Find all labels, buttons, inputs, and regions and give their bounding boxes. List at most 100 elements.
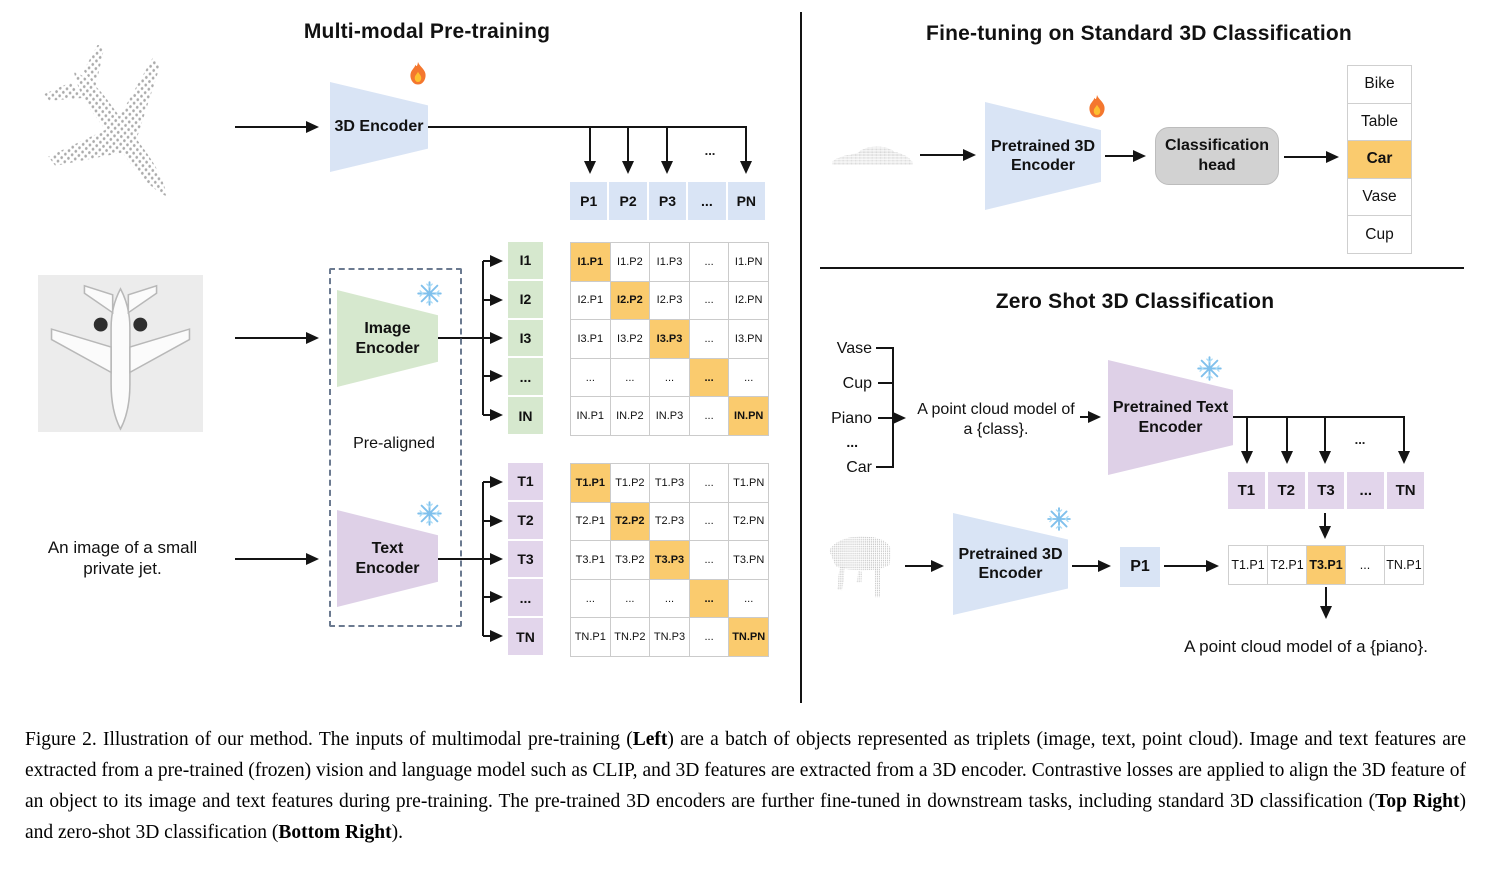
caption-bold-segment: Bottom Right [278, 822, 392, 843]
text-feature-cell: T3 [1307, 472, 1345, 509]
text-encoder-box: Text Encoder [337, 510, 438, 607]
image-feature-label: IN [508, 397, 543, 434]
point-feature-cell: ... [688, 182, 726, 220]
text-feature-cell: T1 [1228, 472, 1265, 509]
p-feature-row: P1 P2 P3... PN [570, 182, 765, 220]
matrix-cell: IN.P1 [571, 397, 610, 435]
image-point-similarity-matrix: I1.P1 I1.P2 I1.P3... I1.PN I2.P1 I2.P2 I2.P3..… [570, 242, 769, 436]
image-feature-label: I1 [508, 242, 543, 279]
matrix-cell: ... [571, 358, 610, 397]
matrix-cell: ... [610, 579, 650, 618]
text-feature-cell: ... [1347, 472, 1385, 509]
image-feature-label: I3 [508, 319, 543, 357]
image-feature-labels: I1 I2 I3... IN [508, 242, 543, 434]
fire-icon [1082, 93, 1112, 123]
caption-segment: ) and zero-shot 3D classification ( [25, 791, 1466, 843]
point-feature-cell: P2 [609, 182, 647, 220]
zeroshot-title: Zero Shot 3D Classification [995, 290, 1275, 313]
matrix-cell: I2.PN [729, 281, 768, 320]
point-feature-cell: P1 [570, 182, 608, 220]
text-feature-label: TN [508, 618, 543, 655]
matrix-cell: ... [729, 358, 768, 397]
matrix-cell: T1.P1 [571, 464, 610, 502]
matrix-cell: T1.P3 [650, 464, 689, 502]
p-row-ellipsis: ... [704, 143, 716, 158]
fire-icon [403, 60, 433, 90]
matrix-cell: ... [689, 320, 729, 358]
matrix-cell: T3.PN [729, 541, 768, 579]
zeroshot-class-label: Vase [836, 340, 872, 357]
caption-bold-segment: Left [632, 729, 668, 750]
matrix-cell: IN.PN [729, 397, 768, 435]
matrix-cell: ... [689, 579, 729, 618]
3d-encoder-label: 3D Encoder [334, 118, 424, 136]
matrix-cell: ... [689, 358, 729, 397]
matrix-cell: ... [689, 243, 729, 281]
matrix-cell: T2.P3 [650, 502, 689, 541]
similarity-cell: T3.P1 [1307, 546, 1345, 584]
pretraining-title: Multi-modal Pre-training [303, 20, 551, 43]
matrix-cell: I1.P1 [571, 243, 610, 281]
classification-head-box: Classification head [1155, 127, 1279, 185]
matrix-cell: ... [689, 464, 729, 502]
matrix-cell: I2.P2 [610, 281, 650, 320]
similarity-row: T1.P1 T2.P1 T3.P1... TN.P1 [1228, 545, 1424, 585]
matrix-cell: ... [689, 541, 729, 579]
zeroshot-class-label: ... [846, 434, 858, 450]
matrix-cell: ... [689, 502, 729, 541]
text-feature-cell: T2 [1267, 472, 1305, 509]
caption-bold-segment: Top Right [1375, 791, 1460, 812]
zeroshot-class-label: Car [846, 459, 872, 476]
matrix-cell: ... [571, 579, 610, 618]
text-feature-row: T1 T2 T3... TN [1228, 472, 1424, 509]
pre-aligned-label: Pre-aligned [353, 435, 435, 452]
connector-arrows [235, 12, 1464, 703]
car-point-cloud [832, 146, 913, 165]
text-feature-label: ... [508, 579, 543, 617]
similarity-cell: T1.P1 [1229, 546, 1267, 584]
figure-caption: Figure 2. Illustration of our method. Th… [25, 724, 1466, 848]
matrix-cell: ... [689, 618, 729, 656]
matrix-cell: TN.P2 [610, 618, 650, 656]
matrix-cell: I1.PN [729, 243, 768, 281]
text-feature-labels: T1 T2 T3... TN [508, 463, 543, 655]
p1-label: P1 [1130, 558, 1150, 575]
image-feature-label: ... [508, 358, 543, 396]
matrix-cell: ... [650, 579, 689, 618]
similarity-cell: TN.P1 [1385, 546, 1423, 584]
matrix-cell: T2.PN [729, 502, 768, 541]
prompt-text: A point cloud model of a {class}. [917, 401, 1075, 438]
similarity-cell: ... [1346, 546, 1384, 584]
t-row-ellipsis: ... [1354, 432, 1366, 447]
matrix-cell: T2.P1 [571, 502, 610, 541]
text-encoder-label: Text Encoder [355, 540, 420, 577]
class-option: Bike [1348, 66, 1411, 103]
caption-segment: ). [391, 822, 403, 843]
matrix-cell: T3.P3 [650, 541, 689, 579]
jet-image-thumbnail [38, 275, 203, 432]
class-option: Table [1348, 103, 1411, 141]
pre-aligned-dashed-box [329, 268, 462, 627]
airplane-point-cloud [42, 45, 197, 220]
matrix-cell: ... [689, 281, 729, 320]
point-feature-cell: P3 [648, 182, 687, 220]
point-feature-cell: PN [727, 182, 765, 220]
matrix-cell: IN.P3 [650, 397, 689, 435]
snowflake-icon [1046, 506, 1072, 532]
caption-segment: ) are a batch of objects represented as … [25, 729, 1466, 812]
text-feature-cell: TN [1387, 472, 1424, 509]
finetuning-title: Fine-tuning on Standard 3D Classificatio… [926, 22, 1352, 45]
matrix-cell: TN.P1 [571, 618, 610, 656]
pretrained-text-encoder-label: Pretrained Text Encoder [1112, 399, 1229, 436]
matrix-cell: ... [689, 397, 729, 435]
classification-result-list: Bike Table Car Vase Cup [1347, 65, 1412, 254]
caption-segment: Figure 2. Illustration of our method. Th… [25, 729, 633, 750]
matrix-cell: T1.P2 [610, 464, 650, 502]
matrix-cell: ... [650, 358, 689, 397]
text-feature-label: T2 [508, 501, 543, 539]
matrix-cell: ... [610, 358, 650, 397]
class-option: Cup [1348, 216, 1411, 253]
zeroshot-pretrained-3d-encoder-label: Pretrained 3D Encoder [958, 545, 1063, 582]
image-caption-input-text: An image of a small private jet. [47, 538, 198, 579]
